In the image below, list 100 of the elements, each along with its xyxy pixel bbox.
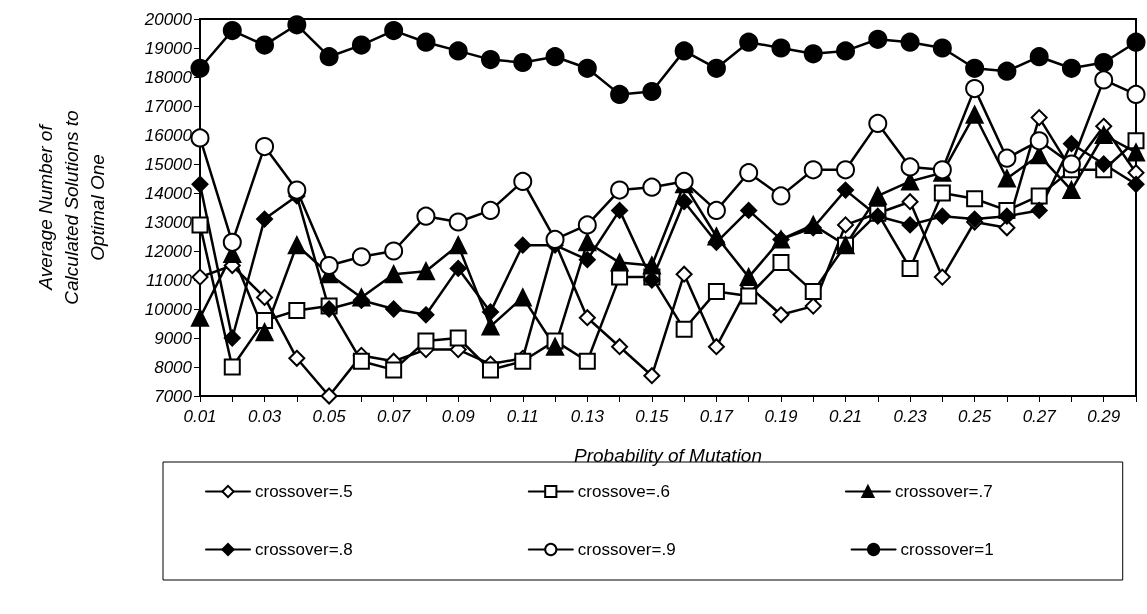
point	[706, 200, 726, 220]
legend-label: crossover=.8	[255, 540, 353, 559]
point	[351, 247, 371, 267]
point	[449, 329, 467, 347]
legend-label: crossover=.9	[577, 540, 676, 559]
point	[1030, 187, 1048, 205]
point	[351, 35, 371, 55]
point	[772, 306, 790, 324]
point	[611, 201, 629, 219]
point	[965, 58, 985, 78]
point	[1127, 143, 1145, 162]
point	[997, 61, 1017, 81]
point	[577, 215, 597, 235]
point	[868, 29, 888, 49]
x-axis-title: Probability of Mutation	[574, 445, 762, 466]
point	[675, 193, 693, 211]
point	[288, 349, 306, 367]
y-tick-label: 15000	[144, 154, 193, 174]
point	[417, 332, 435, 350]
y-tick-label: 16000	[144, 125, 193, 145]
point	[739, 268, 758, 287]
point	[578, 233, 597, 252]
point	[933, 207, 951, 225]
point	[771, 186, 791, 206]
point	[997, 169, 1016, 188]
x-tick-label: 0.19	[764, 407, 799, 426]
x-tick-label: 0.23	[893, 407, 928, 426]
point	[739, 32, 759, 52]
point	[255, 323, 274, 342]
point	[901, 216, 919, 234]
x-tick-label: 0.13	[570, 407, 605, 426]
point	[255, 35, 275, 55]
point	[449, 236, 468, 255]
point	[448, 41, 468, 61]
point	[932, 38, 952, 58]
point	[900, 32, 920, 52]
point	[1030, 109, 1048, 127]
point	[837, 181, 855, 199]
point	[901, 193, 919, 211]
y-tick-label: 18000	[144, 67, 193, 87]
point	[384, 21, 404, 41]
point	[1029, 131, 1049, 151]
point	[513, 288, 532, 307]
point	[707, 338, 725, 356]
point	[384, 265, 403, 284]
point	[384, 241, 404, 261]
point	[287, 15, 307, 35]
point	[674, 41, 694, 61]
point	[481, 200, 500, 220]
point	[965, 105, 984, 124]
point	[416, 262, 435, 281]
point	[578, 309, 596, 327]
point	[804, 219, 822, 237]
point	[448, 212, 468, 232]
point	[610, 84, 630, 104]
point	[836, 160, 856, 180]
point	[706, 58, 726, 78]
point	[545, 47, 565, 67]
point	[287, 180, 307, 200]
legend-label: crossover=.7	[894, 482, 993, 501]
point	[772, 254, 790, 272]
x-tick-label: 0.25	[958, 407, 992, 426]
point	[1061, 58, 1081, 78]
legend-label: crossover=1	[900, 540, 994, 559]
x-tick-label: 0.15	[635, 407, 669, 426]
point	[740, 287, 758, 305]
point	[223, 358, 241, 376]
point	[417, 306, 435, 324]
point	[1029, 47, 1049, 67]
point	[256, 210, 274, 228]
point	[965, 79, 985, 99]
point	[868, 113, 888, 133]
point	[998, 207, 1016, 225]
point	[1062, 181, 1081, 200]
x-tick-label: 0.05	[312, 407, 347, 426]
point	[416, 206, 436, 226]
x-tick-label: 0.11	[506, 407, 539, 426]
point	[578, 251, 596, 269]
point	[803, 160, 823, 180]
point	[385, 361, 403, 379]
point	[481, 303, 499, 321]
point	[190, 58, 210, 78]
point	[740, 201, 758, 219]
point	[288, 301, 306, 319]
point	[1030, 201, 1048, 219]
y-axis-title: Average Number of Calculated Solutions to Optimal One	[34, 110, 108, 305]
point	[352, 352, 370, 370]
point	[1061, 154, 1081, 174]
point	[1095, 155, 1113, 173]
legend-label: crossover=.5	[255, 482, 353, 501]
point	[966, 190, 984, 208]
point	[868, 186, 887, 205]
point	[804, 283, 822, 301]
point	[449, 259, 467, 277]
y-tick-label: 7000	[154, 386, 193, 406]
point	[514, 236, 532, 254]
point	[611, 338, 629, 356]
point	[739, 163, 759, 183]
point	[1127, 175, 1145, 193]
y-tick-label: 10000	[144, 299, 193, 319]
